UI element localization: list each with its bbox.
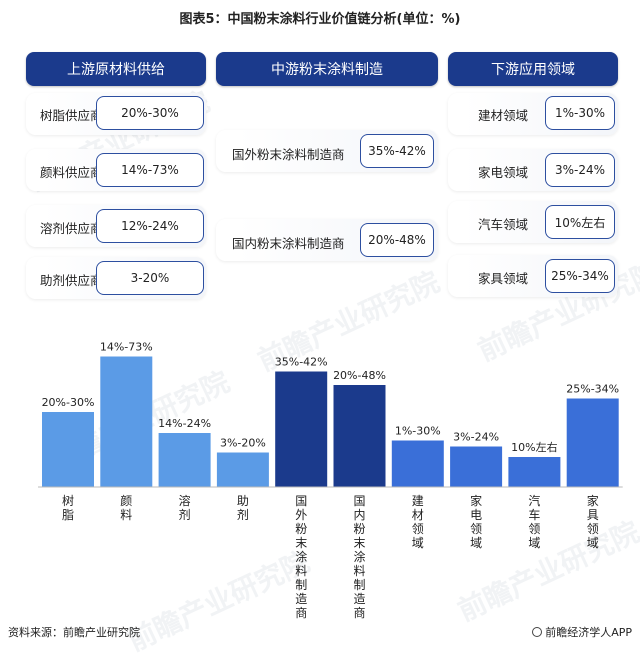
downstream-item-value: 1%-30% [545,96,615,130]
category-label-char: 商 [295,605,307,620]
bar [333,385,386,487]
downstream-item-value: 25%-34% [545,259,615,293]
category-label-char: 制 [295,578,307,592]
bar [450,446,503,487]
downstream-item-value: 10%左右 [545,205,615,239]
bar-data-label: 20%-48% [333,369,386,382]
upstream-item-value: 12%-24% [96,209,204,243]
upstream-item-value: 3-20% [96,261,204,295]
bar [158,433,211,487]
category-label-char: 国 [353,494,365,508]
category-label-char: 域 [412,536,424,550]
category-label-char: 领 [587,522,599,536]
brand-label: 前瞻经济学人APP [545,626,632,639]
category-label-char: 树 [62,493,74,508]
category-label-char: 具 [587,508,599,522]
category-label-char: 家 [470,493,482,508]
category-label-char: 颜 [120,493,132,508]
upstream-item-label: 树脂供应商 [40,108,103,123]
category-label-char: 助 [237,494,249,508]
bar-data-label: 20%-30% [42,396,95,409]
bar [275,371,328,487]
bar [42,412,94,487]
midstream-item-value: 35%-42% [360,134,434,168]
bar-data-label: 10%左右 [511,440,557,454]
category-label-char: 域 [528,536,540,550]
chart-title: 图表5：中国粉末涂料行业价值链分析(单位：%) [179,12,461,27]
category-label-char: 汽 [528,493,540,508]
category-label-char: 涂 [353,549,365,564]
bar-data-label: 14%-73% [100,341,153,354]
category-label-char: 制 [353,578,365,592]
category-label-char: 领 [528,522,540,536]
bar-data-label: 25%-34% [566,383,619,396]
downstream-item-label: 汽车领域 [478,217,529,232]
category-label-char: 末 [295,536,307,550]
category-label-char: 商 [353,605,365,620]
upstream-item-value: 20%-30% [96,96,204,130]
category-label-char: 内 [353,508,365,522]
downstream-item-label: 家具领域 [478,271,529,286]
category-label-char: 粉 [353,522,365,536]
bar-data-label: 14%-24% [158,417,211,430]
bar-data-label: 35%-42% [275,356,328,369]
category-label-char: 剂 [237,507,249,522]
downstream-item-label: 建材领域 [478,108,529,123]
category-label-char: 领 [412,522,424,536]
category-label-char: 车 [528,507,540,522]
midstream-item-label: 国外粉末涂料制造商 [232,147,345,162]
category-label-char: 粉 [295,522,307,536]
category-label-char: 域 [587,536,599,550]
brand: 前瞻经济学人APP [532,624,632,640]
category-label-char: 建 [412,494,424,508]
downstream-header: 下游应用领域 [448,52,618,86]
category-label-char: 料 [120,508,132,522]
source-note: 资料来源：前瞻产业研究院 [8,626,140,639]
category-label-char: 领 [470,522,482,536]
bar [216,452,269,487]
category-label-char: 家 [587,493,599,508]
category-label-char: 国 [295,494,307,508]
brand-logo-icon [532,627,543,637]
category-label-char: 造 [295,592,307,606]
bar-data-label: 3%-24% [453,431,499,444]
category-label-char: 外 [295,508,307,522]
bar-data-label: 1%-30% [395,425,441,438]
bar [566,398,619,487]
upstream-item-value: 14%-73% [96,153,204,187]
category-label-char: 剂 [179,507,191,522]
bar-data-label: 3%-20% [220,437,266,450]
downstream-item-value: 3%-24% [545,153,615,187]
category-label-char: 溶 [179,493,191,508]
bar [391,440,444,487]
midstream-item-label: 国内粉末涂料制造商 [232,236,345,251]
category-label-char: 造 [353,592,365,606]
category-label-char: 料 [295,564,307,578]
midstream-item-value: 20%-48% [360,223,434,257]
category-label-char: 涂 [295,549,307,564]
upstream-item-label: 颜料供应商 [40,165,103,180]
upstream-item-label: 溶剂供应商 [40,221,103,236]
upstream-item-label: 助剂供应商 [40,273,103,288]
category-label-char: 料 [353,564,365,578]
category-label-char: 脂 [62,507,74,522]
upstream-header: 上游原材料供给 [26,52,206,86]
bar-chart: 20%-30%树脂14%-73%颜料14%-24%溶剂3%-20%助剂35%-4… [38,341,623,620]
bar [100,356,153,487]
bar [508,457,561,487]
category-label-char: 末 [353,536,365,550]
category-label-char: 电 [470,508,482,522]
category-label-char: 材 [412,508,424,522]
category-label-char: 域 [470,536,482,550]
downstream-item-label: 家电领域 [478,165,529,180]
midstream-header: 中游粉末涂料制造 [216,52,438,86]
